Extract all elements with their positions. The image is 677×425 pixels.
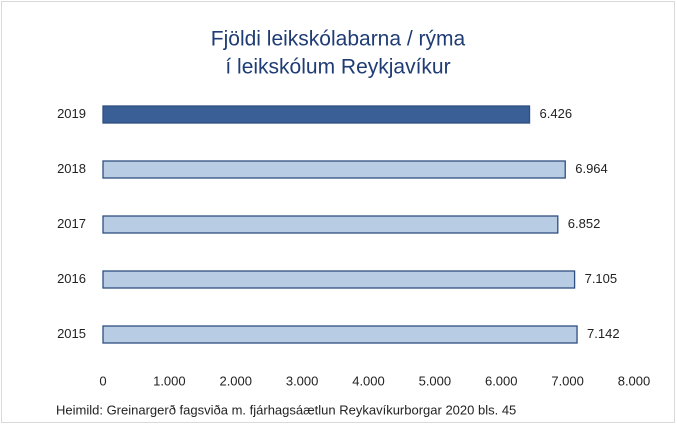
value-label: 6.852 [568, 216, 601, 231]
x-tick-label: 8.000 [618, 373, 651, 388]
source-note: Heimild: Greinargerð fagsviða m. fjárhag… [56, 402, 516, 417]
value-label: 6.964 [575, 161, 608, 176]
bar [102, 160, 566, 179]
x-tick-label: 3.000 [286, 373, 319, 388]
bar [102, 270, 576, 289]
x-tick-label: 1.000 [153, 373, 186, 388]
x-tick-label: 2.000 [219, 373, 252, 388]
x-tick-label: 4.000 [352, 373, 385, 388]
x-tick-label: 0 [99, 373, 106, 388]
value-label: 7.105 [585, 271, 618, 286]
y-tick-label: 2017 [57, 216, 86, 231]
value-label: 6.426 [540, 106, 573, 121]
bar [102, 105, 531, 124]
y-tick-label: 2016 [57, 271, 86, 286]
bar [102, 215, 559, 234]
x-tick-label: 7.000 [551, 373, 584, 388]
y-tick-label: 2018 [57, 161, 86, 176]
y-tick-label: 2015 [57, 326, 86, 341]
x-tick-label: 5.000 [419, 373, 452, 388]
y-tick-label: 2019 [57, 106, 86, 121]
bar [102, 325, 578, 344]
chart-title: Fjöldi leikskólabarna / rýma [211, 28, 466, 51]
chart-title: í leikskólum Reykjavíkur [225, 56, 450, 79]
x-tick-label: 6.000 [485, 373, 518, 388]
value-label: 7.142 [587, 326, 620, 341]
